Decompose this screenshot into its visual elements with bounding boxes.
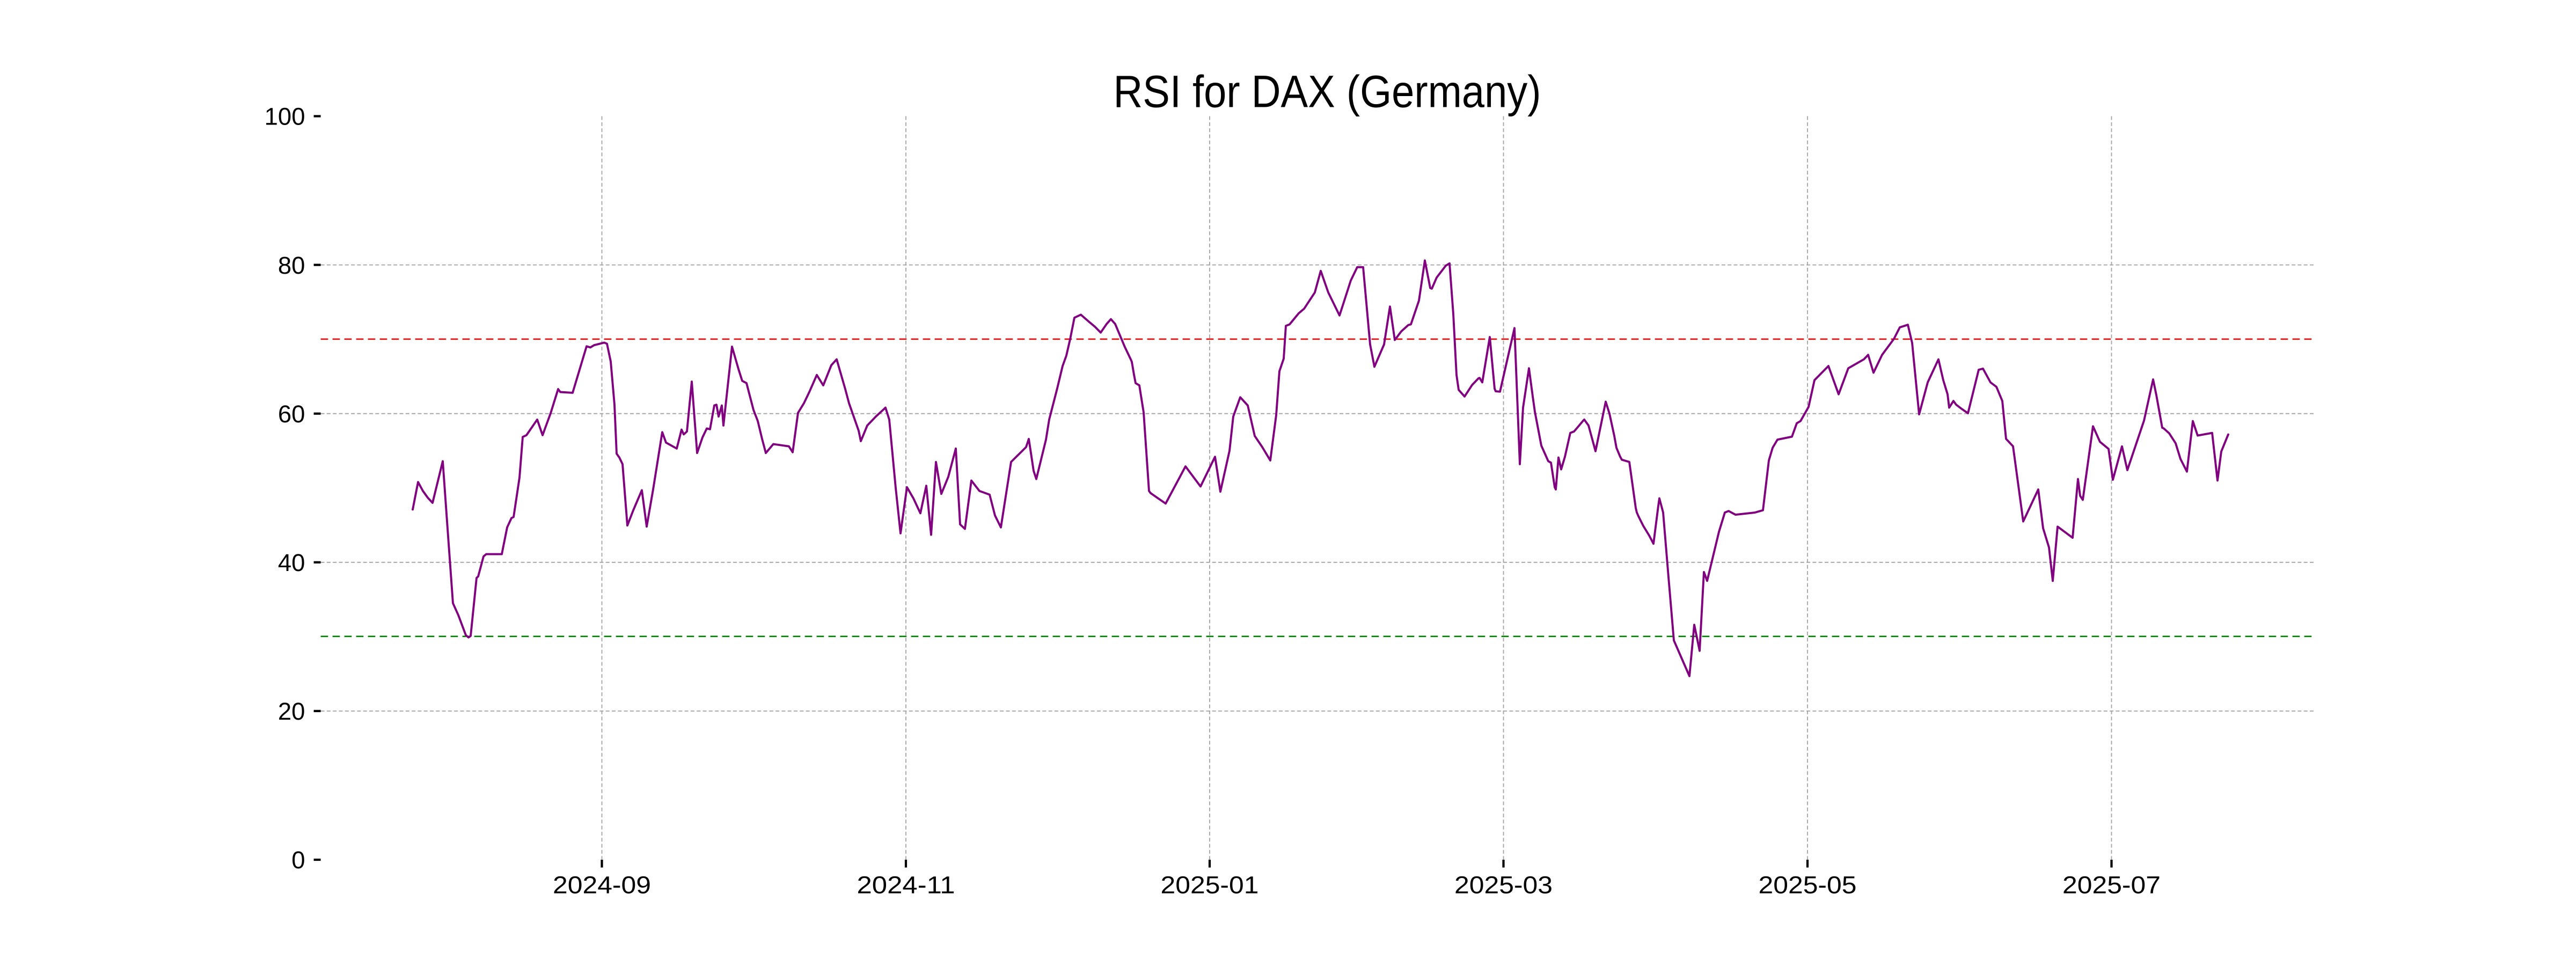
svg-text:20: 20 <box>278 698 305 725</box>
svg-text:60: 60 <box>278 400 305 428</box>
svg-text:2024-11: 2024-11 <box>857 872 955 899</box>
svg-text:RSI for DAX (Germany): RSI for DAX (Germany) <box>1114 67 1541 117</box>
svg-text:0: 0 <box>291 846 305 874</box>
svg-text:80: 80 <box>278 252 305 279</box>
svg-text:2025-01: 2025-01 <box>1161 872 1259 899</box>
svg-text:40: 40 <box>278 549 305 576</box>
svg-text:100: 100 <box>265 103 305 130</box>
svg-text:2024-09: 2024-09 <box>553 872 651 899</box>
svg-text:2025-07: 2025-07 <box>2062 872 2161 899</box>
svg-text:2025-05: 2025-05 <box>1759 872 1857 899</box>
svg-text:2025-03: 2025-03 <box>1454 872 1553 899</box>
